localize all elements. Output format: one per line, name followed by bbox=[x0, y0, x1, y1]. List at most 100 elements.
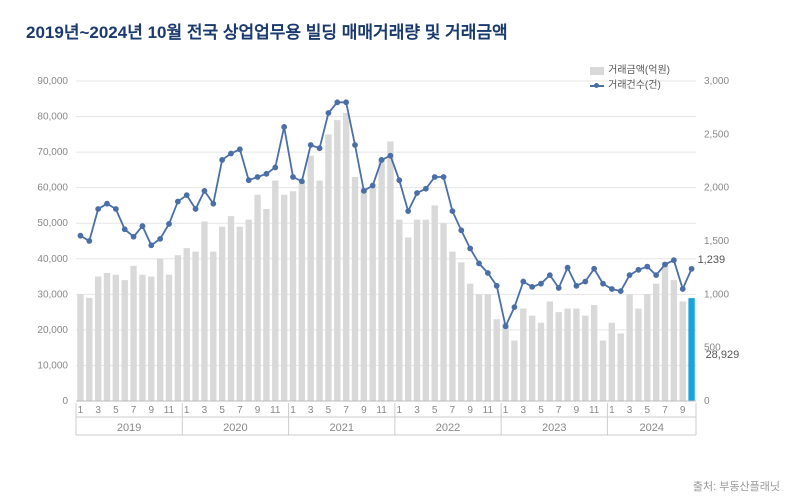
bar bbox=[290, 191, 296, 401]
x-month-tick: 5 bbox=[113, 405, 119, 416]
bar bbox=[316, 181, 322, 401]
line-marker bbox=[530, 284, 535, 289]
bar bbox=[653, 284, 659, 401]
x-month-tick: 1 bbox=[503, 405, 509, 416]
line-marker bbox=[122, 227, 127, 232]
bar bbox=[184, 248, 190, 401]
bar bbox=[95, 277, 101, 401]
bar bbox=[219, 227, 225, 401]
line-marker bbox=[237, 147, 242, 152]
bar bbox=[635, 309, 641, 401]
y-right-tick: 1,500 bbox=[704, 236, 729, 247]
x-month-tick: 5 bbox=[432, 405, 438, 416]
line-marker bbox=[344, 100, 349, 105]
x-month-tick: 3 bbox=[308, 405, 314, 416]
x-month-tick: 1 bbox=[184, 405, 190, 416]
bar bbox=[618, 333, 624, 401]
bar bbox=[122, 280, 128, 401]
line-marker bbox=[406, 209, 411, 214]
bar bbox=[166, 275, 172, 401]
y-left-tick: 40,000 bbox=[37, 254, 68, 265]
bar bbox=[139, 275, 145, 401]
line-marker bbox=[485, 271, 490, 276]
x-month-tick: 9 bbox=[680, 405, 686, 416]
bar bbox=[157, 259, 163, 401]
legend-bar-label: 거래금액(억원) bbox=[608, 63, 670, 78]
legend-line-swatch bbox=[590, 85, 604, 87]
x-month-tick: 5 bbox=[326, 405, 332, 416]
bar bbox=[246, 220, 252, 401]
bar bbox=[476, 294, 482, 401]
line-marker bbox=[353, 143, 358, 148]
bar bbox=[494, 319, 500, 401]
line-marker bbox=[521, 279, 526, 284]
bar bbox=[573, 309, 579, 401]
line-marker bbox=[282, 124, 287, 129]
chart-title: 2019년~2024년 10월 전국 상업업무용 빌딩 매매거래량 및 거래금액 bbox=[26, 18, 780, 43]
x-month-tick: 5 bbox=[645, 405, 651, 416]
line-marker bbox=[565, 265, 570, 270]
y-left-tick: 50,000 bbox=[37, 218, 68, 229]
bar bbox=[680, 301, 686, 401]
legend: 거래금액(억원) 거래건수(건) bbox=[590, 63, 670, 93]
line-marker bbox=[654, 273, 659, 278]
y-left-tick: 70,000 bbox=[37, 147, 68, 158]
x-year-label: 2024 bbox=[639, 422, 663, 434]
line-marker bbox=[459, 228, 464, 233]
line-marker bbox=[547, 273, 552, 278]
x-month-tick: 5 bbox=[538, 405, 544, 416]
chart-area: 거래금액(억원) 거래건수(건) 010,00020,00030,00040,0… bbox=[20, 63, 780, 463]
line-marker bbox=[494, 283, 499, 288]
y-left-tick: 0 bbox=[62, 396, 68, 407]
bar bbox=[458, 262, 464, 401]
line-marker bbox=[680, 287, 685, 292]
bar bbox=[263, 209, 269, 401]
bar bbox=[86, 298, 92, 401]
bar bbox=[671, 280, 677, 401]
bar bbox=[325, 134, 331, 401]
y-right-tick: 3,000 bbox=[704, 76, 729, 87]
line-marker bbox=[113, 207, 118, 212]
bar bbox=[556, 312, 562, 401]
x-month-tick: 9 bbox=[574, 405, 580, 416]
bar bbox=[626, 294, 632, 401]
y-right-tick: 2,000 bbox=[704, 183, 729, 194]
line-marker bbox=[583, 279, 588, 284]
line-marker bbox=[432, 175, 437, 180]
line-marker bbox=[255, 175, 260, 180]
x-month-tick: 7 bbox=[556, 405, 562, 416]
bar bbox=[547, 301, 553, 401]
y-left-tick: 60,000 bbox=[37, 183, 68, 194]
line-marker bbox=[96, 207, 101, 212]
line-marker bbox=[291, 175, 296, 180]
bar bbox=[148, 277, 154, 401]
bar bbox=[201, 221, 207, 401]
line-marker bbox=[609, 287, 614, 292]
line-marker bbox=[158, 236, 163, 241]
line-marker bbox=[264, 171, 269, 176]
legend-bar: 거래금액(억원) bbox=[590, 63, 670, 78]
line-marker bbox=[131, 234, 136, 239]
line-marker bbox=[415, 191, 420, 196]
x-month-tick: 11 bbox=[270, 405, 281, 416]
bar bbox=[609, 323, 615, 401]
x-month-tick: 3 bbox=[521, 405, 527, 416]
bar bbox=[423, 220, 429, 401]
x-month-tick: 3 bbox=[95, 405, 101, 416]
x-month-tick: 1 bbox=[78, 405, 84, 416]
line-marker bbox=[468, 246, 473, 251]
bar bbox=[130, 266, 136, 401]
bar bbox=[113, 275, 119, 401]
bar bbox=[502, 323, 508, 401]
y-right-tick: 0 bbox=[704, 396, 710, 407]
y-left-tick: 10,000 bbox=[37, 360, 68, 371]
line-marker bbox=[592, 266, 597, 271]
bar bbox=[77, 294, 83, 401]
bar bbox=[175, 255, 181, 401]
line-marker bbox=[211, 201, 216, 206]
bar bbox=[644, 294, 650, 401]
bar bbox=[520, 309, 526, 401]
line-marker bbox=[202, 188, 207, 193]
line-marker bbox=[627, 273, 632, 278]
line-marker bbox=[618, 289, 623, 294]
